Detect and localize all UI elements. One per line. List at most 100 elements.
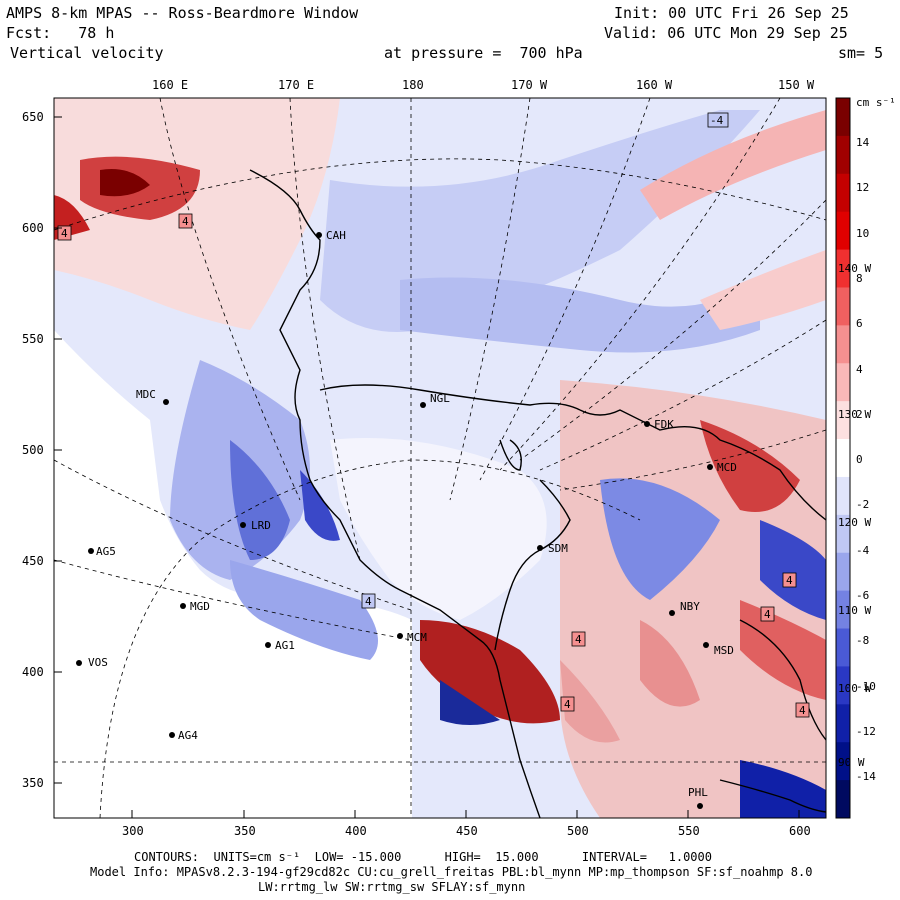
colorbar-segment: [836, 704, 850, 743]
colorbar-segment: [836, 628, 850, 667]
bottom-axis-label: 500: [567, 824, 589, 838]
contour-box-text: 4: [61, 227, 68, 240]
top-axis-label: 170 E: [278, 78, 315, 92]
bottom-axis-label: 350: [234, 824, 256, 838]
contour-box-text: 4: [564, 698, 571, 711]
colorbar-segment: [836, 666, 850, 705]
colorbar-segment: [836, 552, 850, 592]
northwest-red-strong: [100, 169, 150, 197]
colorbar: [836, 98, 850, 819]
colorbar-tick-label: 6: [856, 317, 863, 331]
bottom-axis-label: 450: [456, 824, 478, 838]
left-axis-label: 350: [22, 776, 44, 790]
colorbar-frame: [835, 97, 851, 819]
top-axis-label: 170 W: [511, 78, 548, 92]
colorbar-segment: [836, 401, 850, 440]
left-axis-label: 400: [22, 665, 44, 679]
station-dot: [163, 399, 169, 405]
colorbar-tick-label: 4: [856, 362, 863, 376]
colorbar-segment: [836, 439, 850, 478]
grid-lines: [54, 98, 826, 818]
smoothing-value: sm= 5: [838, 44, 884, 62]
colorbar-tick-label: 0: [856, 453, 863, 467]
contour-box-text: 4: [799, 704, 806, 717]
ice-shelf-region: [330, 438, 547, 620]
top-axis-label: 160 E: [152, 78, 189, 92]
contour-box: [571, 631, 586, 647]
station-label: PHL: [688, 786, 708, 799]
meridian-label: 90 W: [838, 756, 865, 769]
station-dot: [169, 732, 175, 738]
bottom-axis-label: 400: [345, 824, 367, 838]
colorbar-segment: [836, 476, 850, 516]
orographic-red: [560, 660, 620, 743]
contour-box-text: 4: [365, 595, 372, 608]
contour-box: [795, 702, 810, 718]
colorbar-segment: [836, 173, 850, 213]
pink-streak: [700, 250, 826, 330]
station-dot: [180, 603, 186, 609]
station-label: MGD: [190, 600, 210, 613]
left-axis-label: 600: [22, 221, 44, 235]
station-dot: [537, 545, 543, 551]
meridian-label: 140 W: [838, 262, 871, 275]
station-label: SDM: [548, 542, 568, 555]
station-dot: [420, 402, 426, 408]
station-dot: [265, 642, 271, 648]
contour-box: [707, 112, 729, 128]
top-axis-label: 180: [402, 78, 424, 92]
colorbar-segment: [836, 98, 850, 137]
station-label: NBY: [680, 600, 700, 613]
colorbar-segment: [836, 287, 850, 326]
station-dot: [76, 660, 82, 666]
station-markers: CAH MDC NGL FDK MCD SDM AG5 MGD AG1 VOS …: [76, 229, 737, 809]
contour-box-text: 4: [575, 633, 582, 646]
contour-box: [560, 696, 575, 712]
turbulence-red: [640, 620, 700, 707]
meridian-label: 110 W: [838, 604, 871, 617]
turbulence-blue: [760, 520, 826, 620]
meridian-label: 120 W: [838, 516, 871, 529]
station-label: AG1: [275, 639, 295, 652]
colorbar-tick-label: 14: [856, 136, 870, 149]
bottom-axis-label: 550: [678, 824, 700, 838]
contour-box-labels: 4 4 4 4 4 4 4 4 -4: [57, 112, 810, 718]
turbulence-blue: [740, 760, 826, 818]
station-label: MCD: [717, 461, 737, 474]
colorbar-segment: [836, 249, 850, 288]
colorbar-segment: [836, 211, 850, 251]
station-label: MCM: [407, 631, 427, 644]
forecast-hour: Fcst: 78 h: [6, 24, 115, 42]
contour-box-text: 4: [764, 608, 771, 621]
blue-plume: [230, 560, 378, 660]
station-label: CAH: [326, 229, 346, 242]
no-data-region: [54, 330, 412, 818]
model-info-physics: LW:rrtmg_lw SW:rrtmg_sw SFLAY:sf_mynn: [258, 880, 526, 894]
model-info: Model Info: MPASv8.2.3-194-gf29cd82c CU:…: [90, 865, 813, 879]
station-label: VOS: [88, 656, 108, 669]
colorbar-units: cm s⁻¹: [856, 96, 896, 109]
pink-zone: [54, 98, 340, 330]
contour-box: [760, 606, 775, 622]
blue-plume-strong: [230, 440, 290, 560]
orographic-red: [420, 620, 560, 724]
station-label: FDK: [654, 418, 674, 431]
station-label: NGL: [430, 392, 450, 405]
pink-streak: [640, 110, 826, 220]
pressure-level: at pressure = 700 hPa: [384, 44, 583, 62]
contour-box: [178, 213, 193, 229]
colorbar-tick-label: 10: [856, 226, 870, 240]
colorbar-tick-label: -6: [856, 589, 870, 602]
station-dot: [240, 522, 246, 528]
station-dot: [697, 803, 703, 809]
contour-box: [782, 572, 797, 588]
colorbar-tick-label: -8: [856, 634, 870, 648]
axis-ticks: [54, 116, 800, 818]
blue-band: [400, 277, 760, 353]
station-dot: [703, 642, 709, 648]
meridian-label: 100 W: [838, 682, 871, 695]
turbulence-blue: [600, 478, 720, 600]
colorbar-segment: [836, 135, 850, 175]
contour-box: [57, 225, 72, 241]
map-title: AMPS 8-km MPAS -- Ross-Beardmore Window: [6, 4, 359, 22]
